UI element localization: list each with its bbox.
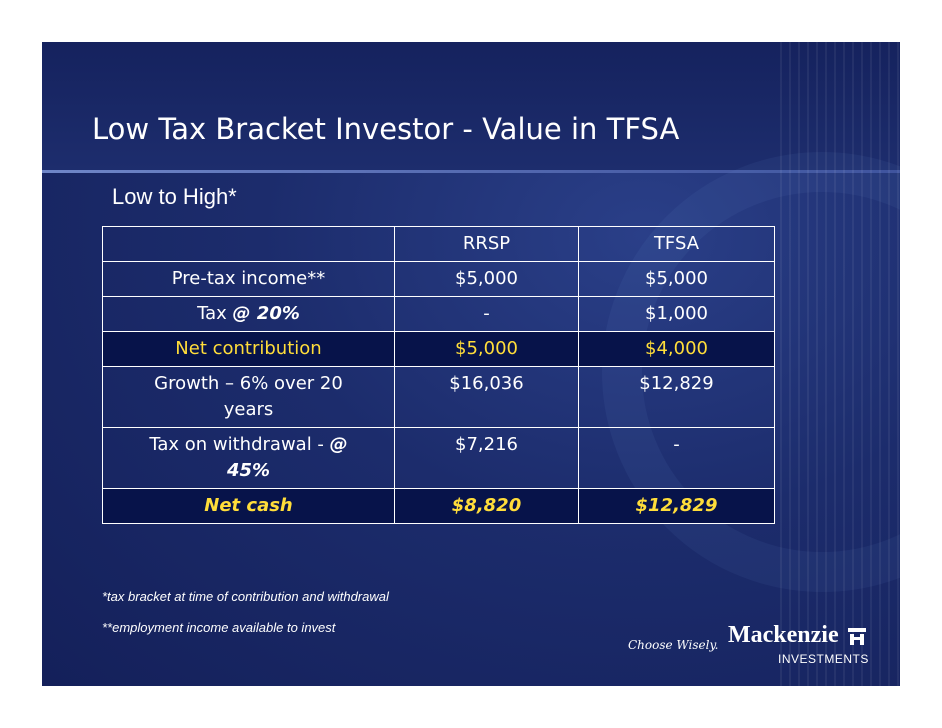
row-label-text: Tax on withdrawal -: [149, 434, 330, 455]
table-header-row: RRSP TFSA: [102, 226, 775, 262]
title-divider: [42, 170, 900, 173]
row-label: Pre-tax income**: [102, 261, 395, 297]
slide-subtitle: Low to High*: [112, 184, 237, 209]
tfsa-value: $5,000: [578, 261, 775, 297]
footnote-employment-income: **employment income available to invest: [102, 620, 336, 635]
row-label: Growth – 6% over 20 years: [102, 366, 395, 428]
table-row-pretax-income: Pre-tax income** $5,000 $5,000: [102, 261, 775, 297]
rrsp-value: $5,000: [394, 261, 579, 297]
tfsa-value: $12,829: [578, 488, 775, 524]
rrsp-value: -: [394, 296, 579, 332]
row-label: Net contribution: [102, 331, 395, 367]
footnote-tax-bracket: *tax bracket at time of contribution and…: [102, 589, 389, 604]
header-rrsp: RRSP: [394, 226, 579, 262]
table-row-tax: Tax @ 20% - $1,000: [102, 296, 775, 332]
rrsp-value: $16,036: [394, 366, 579, 428]
row-label: Net cash: [102, 488, 395, 524]
brand-subtitle: INVESTMENTS: [778, 652, 869, 666]
table-row-growth: Growth – 6% over 20 years $16,036 $12,82…: [102, 366, 775, 428]
row-label-rate: @ 20%: [232, 303, 300, 324]
rrsp-value: $5,000: [394, 331, 579, 367]
comparison-table: RRSP TFSA Pre-tax income** $5,000 $5,000…: [102, 226, 775, 524]
tfsa-value: $1,000: [578, 296, 775, 332]
row-label: Tax on withdrawal - @ 45%: [102, 427, 395, 489]
header-empty-cell: [102, 226, 395, 262]
table-row-net-cash: Net cash $8,820 $12,829: [102, 488, 775, 524]
background-stripes-decoration: [780, 42, 900, 686]
rrsp-value: $7,216: [394, 427, 579, 489]
tfsa-value: -: [578, 427, 775, 489]
row-label: Tax @ 20%: [102, 296, 395, 332]
slide-title: Low Tax Bracket Investor - Value in TFSA: [92, 112, 680, 146]
rrsp-value: $8,820: [394, 488, 579, 524]
brand-name: Mackenzie: [728, 622, 839, 648]
brand-slogan: Choose Wisely.: [628, 638, 719, 652]
row-label-text: Tax: [197, 303, 233, 324]
table-row-withdrawal-tax: Tax on withdrawal - @ 45% $7,216 -: [102, 427, 775, 489]
table-row-net-contribution: Net contribution $5,000 $4,000: [102, 331, 775, 367]
slide: Low Tax Bracket Investor - Value in TFSA…: [42, 42, 900, 686]
row-label-rate: @ 45%: [226, 434, 348, 481]
title-band: [42, 42, 900, 170]
tfsa-value: $12,829: [578, 366, 775, 428]
header-tfsa: TFSA: [578, 226, 775, 262]
tfsa-value: $4,000: [578, 331, 775, 367]
mackenzie-logo-icon: [848, 628, 866, 645]
